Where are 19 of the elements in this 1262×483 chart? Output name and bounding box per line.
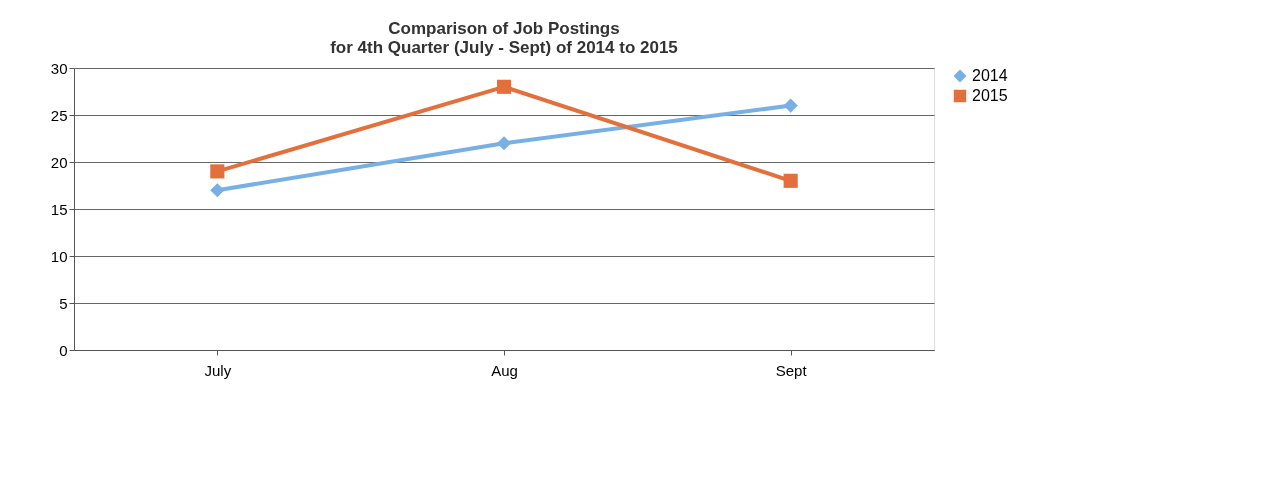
x-tick-label: July bbox=[204, 361, 232, 379]
y-tick-label: 25 bbox=[50, 106, 68, 124]
x-tick-label: Aug bbox=[491, 361, 518, 379]
y-tick-label: 5 bbox=[59, 294, 68, 312]
y-tick-label: 0 bbox=[59, 341, 68, 359]
y-tick-label: 15 bbox=[50, 200, 68, 218]
y-tick-label: 10 bbox=[50, 247, 68, 265]
y-tick-label: 20 bbox=[50, 153, 68, 171]
point bbox=[783, 173, 798, 188]
point bbox=[496, 79, 512, 94]
legend-label: 2015 bbox=[972, 87, 1008, 104]
point bbox=[210, 164, 225, 179]
y-tick-label: 30 bbox=[50, 59, 68, 77]
x-tick-label: Sept bbox=[775, 361, 808, 379]
legend-label: 2014 bbox=[972, 67, 1008, 84]
chart-title: Comparison of Job Postings for 4th Quarter (July - Sept) of 2014 to 2015 bbox=[330, 19, 678, 57]
point bbox=[496, 136, 512, 151]
point bbox=[210, 183, 225, 198]
point bbox=[783, 98, 798, 113]
